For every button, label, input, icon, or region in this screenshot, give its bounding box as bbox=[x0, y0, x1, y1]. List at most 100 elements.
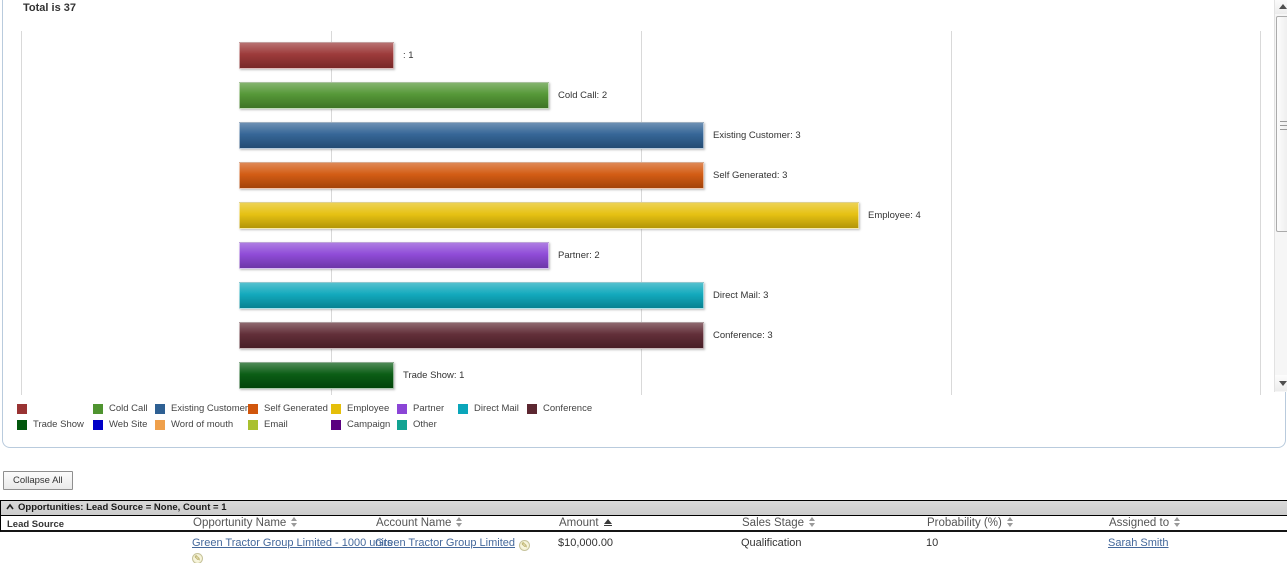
sort-icon[interactable] bbox=[291, 517, 298, 527]
vertical-scrollbar[interactable] bbox=[1274, 0, 1287, 392]
inline-edit-icon[interactable]: ✎ bbox=[192, 553, 203, 563]
table-row: Green Tractor Group Limited - 1000 units… bbox=[0, 534, 1287, 563]
legend-swatch-icon bbox=[93, 419, 103, 430]
legend-item-web-site: Web Site bbox=[93, 416, 148, 431]
legend-swatch-icon bbox=[331, 403, 341, 414]
chart-bar-conference[interactable] bbox=[239, 322, 704, 349]
scroll-up-icon bbox=[1278, 3, 1287, 9]
sort-ascending-icon[interactable] bbox=[603, 519, 612, 526]
bar-value-label: Self Generated: 3 bbox=[713, 170, 788, 181]
column-header-label: Lead Source bbox=[7, 519, 65, 530]
bar-value-label: Partner: 2 bbox=[558, 250, 600, 261]
legend-label: Partner bbox=[413, 403, 445, 415]
legend-label: Direct Mail bbox=[474, 403, 519, 415]
column-header-opportunity-name[interactable]: Opportunity Name bbox=[193, 517, 298, 529]
chart-bar-trade-show[interactable] bbox=[239, 362, 394, 389]
legend-label: Web Site bbox=[109, 419, 148, 431]
legend-swatch-icon bbox=[397, 403, 407, 414]
assigned-to-link[interactable]: Sarah Smith bbox=[1108, 537, 1169, 549]
column-header-account-name[interactable]: Account Name bbox=[376, 517, 463, 529]
legend-item-self-generated: Self Generated bbox=[248, 400, 328, 415]
inline-edit-icon[interactable]: ✎ bbox=[519, 540, 531, 551]
column-header-sales-stage[interactable]: Sales Stage bbox=[742, 517, 816, 529]
column-header-label: Opportunity Name bbox=[193, 517, 287, 529]
legend-item-conference: Conference bbox=[527, 400, 593, 415]
collapse-group-icon bbox=[6, 503, 14, 510]
cell-assigned-to: Sarah Smith bbox=[1108, 537, 1169, 549]
legend-item-email: Email bbox=[248, 416, 288, 431]
legend-item-partner: Partner bbox=[397, 400, 445, 415]
collapse-all-button[interactable]: Collapse All bbox=[3, 471, 73, 490]
bar-value-label: Cold Call: 2 bbox=[558, 90, 608, 101]
table-header-row: Lead Source Opportunity Name Account Name A… bbox=[0, 516, 1287, 532]
sort-icon[interactable] bbox=[809, 517, 816, 527]
group-header-bar[interactable]: Opportunities: Lead Source = None, Count… bbox=[0, 500, 1287, 516]
sort-icon[interactable] bbox=[1174, 517, 1181, 527]
column-header-label: Sales Stage bbox=[742, 517, 805, 529]
legend-label: Conference bbox=[543, 403, 593, 415]
legend-label: Word of mouth bbox=[171, 419, 234, 431]
account-link[interactable]: Green Tractor Group Limited bbox=[375, 537, 516, 549]
column-header-probability-[interactable]: Probability (%) bbox=[927, 517, 1013, 529]
cell-account-name: Green Tractor Group Limited ✎ bbox=[375, 537, 531, 551]
column-header-label: Probability (%) bbox=[927, 517, 1002, 529]
chart-bar-partner[interactable] bbox=[239, 242, 549, 269]
column-header-assigned-to[interactable]: Assigned to bbox=[1109, 517, 1181, 529]
chart-bar-direct-mail[interactable] bbox=[239, 282, 704, 309]
legend-item-trade-show: Trade Show bbox=[17, 416, 84, 431]
legend-swatch-icon bbox=[155, 419, 165, 430]
column-header-label: Assigned to bbox=[1109, 517, 1170, 529]
legend-item-employee: Employee bbox=[331, 400, 389, 414]
legend-swatch-icon bbox=[17, 403, 27, 414]
legend-swatch-icon bbox=[93, 403, 103, 414]
scroll-down-icon bbox=[1278, 380, 1287, 386]
legend-swatch-icon bbox=[17, 419, 27, 430]
chart-bar-cold-call[interactable] bbox=[239, 82, 549, 109]
scrollbar-thumb[interactable] bbox=[1276, 16, 1287, 232]
legend-label: Campaign bbox=[347, 419, 391, 431]
legend-swatch-icon bbox=[527, 403, 537, 414]
gridline bbox=[951, 31, 952, 395]
chart-bar-blank[interactable] bbox=[239, 42, 394, 69]
scrollbar-grip-icon bbox=[1280, 121, 1287, 130]
column-header-label: Amount bbox=[559, 517, 599, 529]
column-header-lead-source: Lead Source bbox=[7, 519, 64, 530]
scroll-down-button[interactable] bbox=[1275, 375, 1287, 391]
column-header-amount[interactable]: Amount bbox=[559, 517, 612, 529]
bar-value-label: Conference: 3 bbox=[713, 330, 773, 341]
column-header-label: Account Name bbox=[376, 517, 452, 529]
cell-sales-stage: Qualification bbox=[741, 537, 802, 549]
chart-panel: Total is 37 : 1 Cold Call: 2 Existing Cust… bbox=[2, 0, 1287, 448]
legend-label: Self Generated bbox=[264, 403, 328, 415]
opportunity-link[interactable]: Green Tractor Group Limited - 1000 units bbox=[192, 537, 393, 549]
legend-label: Email bbox=[264, 419, 288, 431]
chart-bar-self-generated[interactable] bbox=[239, 162, 704, 189]
bar-value-label: Existing Customer: 3 bbox=[713, 130, 801, 141]
legend-swatch-icon bbox=[458, 403, 468, 414]
scroll-up-button[interactable] bbox=[1275, 0, 1287, 14]
legend-item-other: Other bbox=[397, 416, 437, 430]
gridline bbox=[1260, 31, 1261, 395]
group-header-text: Opportunities: Lead Source = None, Count… bbox=[18, 502, 227, 513]
legend-label: Trade Show bbox=[33, 419, 84, 431]
sort-icon[interactable] bbox=[456, 517, 463, 527]
legend-swatch-icon bbox=[331, 419, 341, 430]
legend-item-direct-mail: Direct Mail bbox=[458, 400, 519, 415]
legend-item-blank bbox=[17, 400, 27, 414]
chart-bar-employee[interactable] bbox=[239, 202, 859, 229]
legend-item-existing-customer: Existing Customer bbox=[155, 400, 249, 415]
bar-value-label: : 1 bbox=[403, 50, 414, 61]
legend-label: Cold Call bbox=[109, 403, 148, 415]
chart-total-label: Total is 37 bbox=[23, 2, 76, 14]
chart-bar-existing-customer[interactable] bbox=[239, 122, 704, 149]
cell-probability: 10 bbox=[926, 537, 939, 549]
bar-value-label: Trade Show: 1 bbox=[403, 370, 465, 381]
legend-label: Existing Customer bbox=[171, 403, 249, 415]
gridline bbox=[21, 31, 22, 395]
legend-swatch-icon bbox=[155, 403, 165, 414]
legend-item-campaign: Campaign bbox=[331, 416, 391, 431]
sort-icon[interactable] bbox=[1006, 517, 1013, 527]
legend-swatch-icon bbox=[397, 419, 407, 430]
cell-opportunity-name: Green Tractor Group Limited - 1000 units… bbox=[192, 537, 393, 563]
legend-item-word-of-mouth: Word of mouth bbox=[155, 416, 234, 431]
